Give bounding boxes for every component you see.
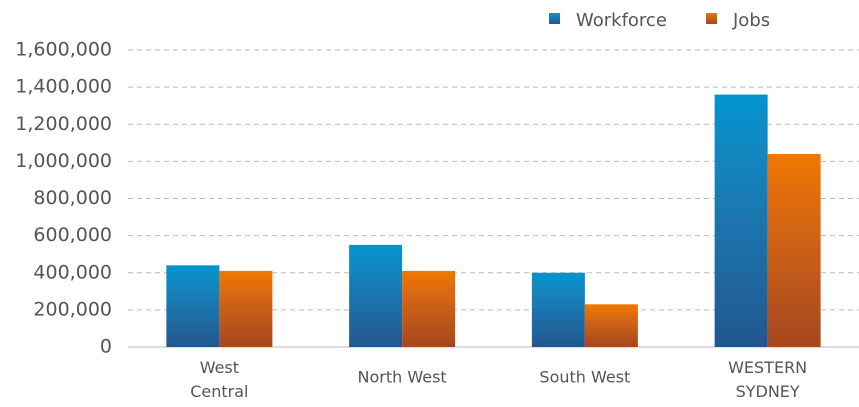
- x-tick-label: West Central: [190, 358, 248, 401]
- y-tick-label: 200,000: [33, 298, 112, 320]
- y-tick-label: 800,000: [33, 187, 112, 209]
- legend-label: Jobs: [732, 10, 770, 31]
- legend-swatch: [706, 13, 717, 24]
- y-tick-label: 400,000: [33, 261, 112, 283]
- y-tick-label: 1,200,000: [15, 113, 112, 135]
- legend-swatch: [549, 13, 560, 24]
- bar: [714, 94, 768, 347]
- y-tick-label: 1,000,000: [15, 150, 112, 172]
- legend-label: Workforce: [576, 10, 667, 31]
- x-tick-line: SYDNEY: [736, 382, 800, 401]
- x-tick-line: West: [200, 358, 239, 377]
- bar: [219, 270, 273, 347]
- y-tick-label: 1,400,000: [15, 76, 112, 98]
- bar: [166, 265, 220, 347]
- y-tick-label: 0: [100, 336, 112, 358]
- bar: [402, 270, 456, 347]
- y-tick-label: 600,000: [33, 224, 112, 246]
- x-tick-label: North West: [358, 368, 447, 387]
- bar: [349, 244, 403, 347]
- bar: [584, 304, 638, 347]
- bar: [531, 272, 585, 347]
- x-tick-line: Central: [190, 382, 248, 401]
- x-tick-label: South West: [539, 368, 630, 387]
- x-tick-label: WESTERN SYDNEY: [728, 358, 807, 401]
- bar: [767, 153, 821, 347]
- x-tick-line: WESTERN: [728, 358, 807, 377]
- y-tick-label: 1,600,000: [15, 39, 112, 61]
